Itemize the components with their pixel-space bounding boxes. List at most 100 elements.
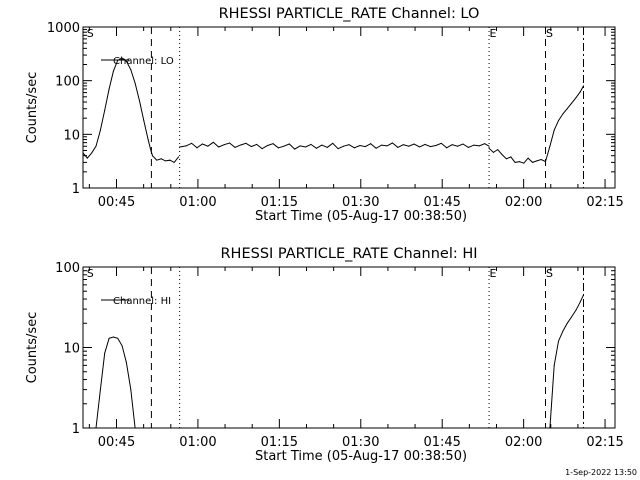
data-point xyxy=(261,148,263,150)
data-point xyxy=(147,139,149,141)
data-point xyxy=(121,345,123,347)
y-tick-label: 10 xyxy=(63,342,80,357)
data-point xyxy=(370,143,372,145)
data-point xyxy=(484,143,486,145)
data-point xyxy=(391,142,393,144)
data-point xyxy=(138,100,140,102)
data-point xyxy=(99,129,101,131)
chart-title: RHESSI PARTICLE_RATE Channel: HI xyxy=(220,246,477,262)
lo-channel-panel: RHESSI PARTICLE_RATE Channel: LO 1 10 100 10… xyxy=(25,6,624,224)
plot-frame xyxy=(82,266,616,429)
data-point xyxy=(108,337,110,339)
data-point xyxy=(488,147,490,149)
x-axis-label: Start Time (05-Aug-17 00:38:50) xyxy=(255,209,467,224)
data-point xyxy=(566,322,568,324)
x-tick-label: 01:45 xyxy=(423,435,460,450)
hi-channel-panel: RHESSI PARTICLE_RATE Channel: HI 1 10 100 00… xyxy=(25,246,624,464)
event-marker-label: S xyxy=(87,27,94,40)
data-point xyxy=(272,143,274,145)
data-point xyxy=(95,427,97,429)
data-point xyxy=(467,146,469,148)
data-point xyxy=(558,120,560,122)
data-point xyxy=(91,152,93,154)
plot-frame xyxy=(82,26,616,189)
data-point xyxy=(169,159,171,161)
data-point xyxy=(386,145,388,147)
data-point xyxy=(117,337,119,339)
data-point xyxy=(165,160,167,162)
data-point xyxy=(218,146,220,148)
x-tick-label: 00:45 xyxy=(98,435,135,450)
data-point xyxy=(402,144,404,146)
data-point xyxy=(229,142,231,144)
data-point xyxy=(531,161,533,163)
data-point xyxy=(315,147,317,149)
data-point xyxy=(250,146,252,148)
data-point xyxy=(130,69,132,71)
data-point xyxy=(267,144,269,146)
data-point xyxy=(288,143,290,145)
data-point xyxy=(429,146,431,148)
series-line xyxy=(82,57,179,164)
data-point xyxy=(553,364,555,366)
x-tick-label: 00:45 xyxy=(98,195,135,210)
data-point xyxy=(99,389,101,391)
data-point xyxy=(245,142,247,144)
y-tick-label: 10 xyxy=(63,128,80,143)
x-tick-label: 01:30 xyxy=(342,195,379,210)
data-point xyxy=(536,160,538,162)
data-point xyxy=(397,146,399,148)
data-point xyxy=(562,113,564,115)
data-point xyxy=(419,146,421,148)
data-point xyxy=(353,147,355,149)
x-tick-label: 02:00 xyxy=(505,435,542,450)
data-point xyxy=(151,155,153,157)
data-point xyxy=(95,145,97,147)
data-point xyxy=(478,145,480,147)
data-point xyxy=(501,154,503,156)
y-tick-label: 100 xyxy=(55,75,80,90)
data-point xyxy=(86,157,88,159)
data-point xyxy=(256,143,258,145)
data-point xyxy=(566,108,568,110)
data-point xyxy=(239,144,241,146)
data-point xyxy=(413,143,415,145)
data-point xyxy=(156,159,158,161)
y-tick-label: 100 xyxy=(55,261,80,276)
data-point xyxy=(104,109,106,111)
data-point xyxy=(160,158,162,160)
y-axis-label: Counts/sec xyxy=(25,312,40,384)
data-point xyxy=(497,149,499,151)
data-point xyxy=(408,145,410,147)
data-point xyxy=(212,141,214,143)
data-point xyxy=(364,146,366,148)
data-point xyxy=(82,152,84,154)
data-point xyxy=(234,146,236,148)
data-point xyxy=(549,145,551,147)
event-marker-label: S xyxy=(546,267,553,280)
data-point xyxy=(558,340,560,342)
data-point xyxy=(527,157,529,159)
x-tick-label: 01:00 xyxy=(179,435,216,450)
data-point xyxy=(294,148,296,150)
data-point xyxy=(553,129,555,131)
data-point xyxy=(540,158,542,160)
data-point xyxy=(223,144,225,146)
data-point xyxy=(299,145,301,147)
data-point xyxy=(337,148,339,150)
data-point xyxy=(583,294,585,296)
data-point xyxy=(375,147,377,149)
data-point xyxy=(196,147,198,149)
data-point xyxy=(178,156,180,158)
y-tick-label: 1 xyxy=(72,182,80,197)
data-point xyxy=(492,151,494,153)
data-point xyxy=(121,57,123,59)
data-point xyxy=(457,145,459,147)
data-point xyxy=(201,143,203,145)
data-point xyxy=(359,144,361,146)
data-point xyxy=(562,330,564,332)
data-point xyxy=(514,161,516,163)
data-point xyxy=(571,316,573,318)
data-point xyxy=(579,301,581,303)
